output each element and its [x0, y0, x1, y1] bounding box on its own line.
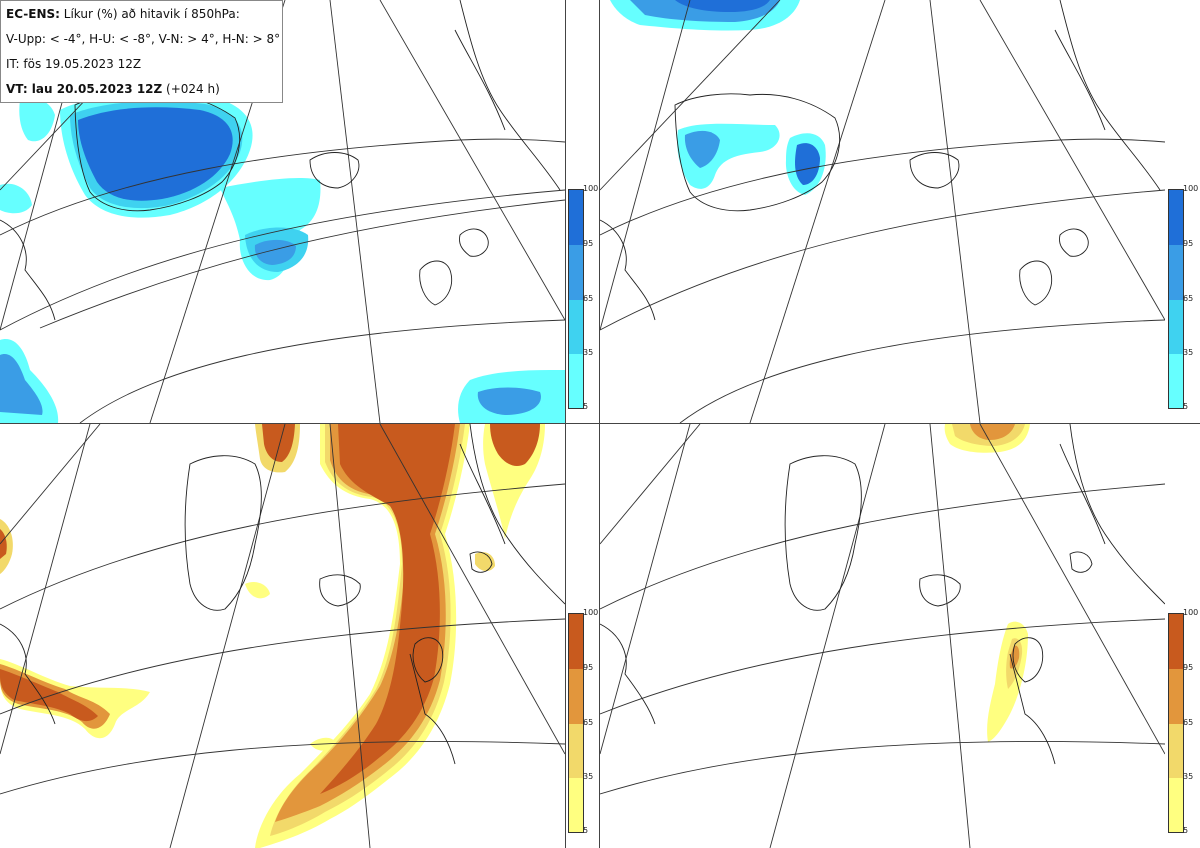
colorbar-cold-1 — [568, 189, 584, 409]
coastline — [0, 424, 565, 765]
graticule — [0, 424, 565, 848]
tick-65: 65 — [1183, 294, 1194, 303]
graticule — [0, 0, 565, 423]
tick-35: 35 — [583, 348, 594, 357]
warm-fill-layer — [0, 424, 545, 848]
graticule — [600, 424, 1165, 848]
tick-95: 95 — [1183, 663, 1194, 672]
colorbar-cold-2 — [1168, 189, 1184, 409]
tick-95: 95 — [583, 239, 594, 248]
panel-divider-vertical-left — [565, 0, 566, 848]
tick-5: 5 — [1183, 826, 1189, 835]
cold-fill-layer — [0, 93, 565, 423]
tick-100: 100 — [1183, 184, 1199, 193]
colorbar-warm-1 — [568, 613, 584, 833]
initial-time: IT: fös 19.05.2023 12Z — [6, 57, 142, 71]
map-warm-plus4 — [0, 424, 565, 848]
tick-35: 35 — [1183, 772, 1194, 781]
panel-warm-plus4 — [0, 424, 565, 848]
coastline — [600, 0, 1161, 321]
tick-65: 65 — [583, 718, 594, 727]
cold-fill-layer — [610, 0, 826, 195]
panel-cold-minus8 — [600, 0, 1165, 423]
coastline — [600, 424, 1165, 765]
tick-5: 5 — [583, 826, 589, 835]
panel-divider-vertical-right — [599, 0, 600, 848]
lead-time: (+024 h) — [166, 82, 220, 96]
tick-5: 5 — [583, 402, 589, 411]
model-label: EC-ENS: — [6, 7, 60, 21]
tick-5: 5 — [1183, 402, 1189, 411]
map-cold-minus4 — [0, 0, 565, 423]
tick-35: 35 — [583, 772, 594, 781]
tick-100: 100 — [583, 608, 599, 617]
graticule — [600, 0, 1165, 423]
panel-cold-minus4: EC-ENS: Líkur (%) að hitavik í 850hPa: V… — [0, 0, 565, 423]
thresholds-text: V-Upp: < -4°, H-U: < -8°, V-N: > 4°, H-N… — [6, 32, 281, 46]
coastline — [0, 0, 561, 321]
product-title: Líkur (%) að hitavik í 850hPa: — [63, 7, 240, 21]
tick-95: 95 — [1183, 239, 1194, 248]
valid-time: VT: lau 20.05.2023 12Z — [6, 82, 163, 96]
tick-35: 35 — [1183, 348, 1194, 357]
info-box: EC-ENS: Líkur (%) að hitavik í 850hPa: V… — [0, 0, 283, 103]
warm-fill-layer — [944, 424, 1030, 742]
panel-divider-horizontal — [0, 423, 1200, 424]
tick-100: 100 — [1183, 608, 1199, 617]
tick-95: 95 — [583, 663, 594, 672]
panel-warm-plus8 — [600, 424, 1165, 848]
map-cold-minus8 — [600, 0, 1165, 423]
tick-65: 65 — [1183, 718, 1194, 727]
map-warm-plus8 — [600, 424, 1165, 848]
tick-65: 65 — [583, 294, 594, 303]
colorbar-warm-2 — [1168, 613, 1184, 833]
tick-100: 100 — [583, 184, 599, 193]
